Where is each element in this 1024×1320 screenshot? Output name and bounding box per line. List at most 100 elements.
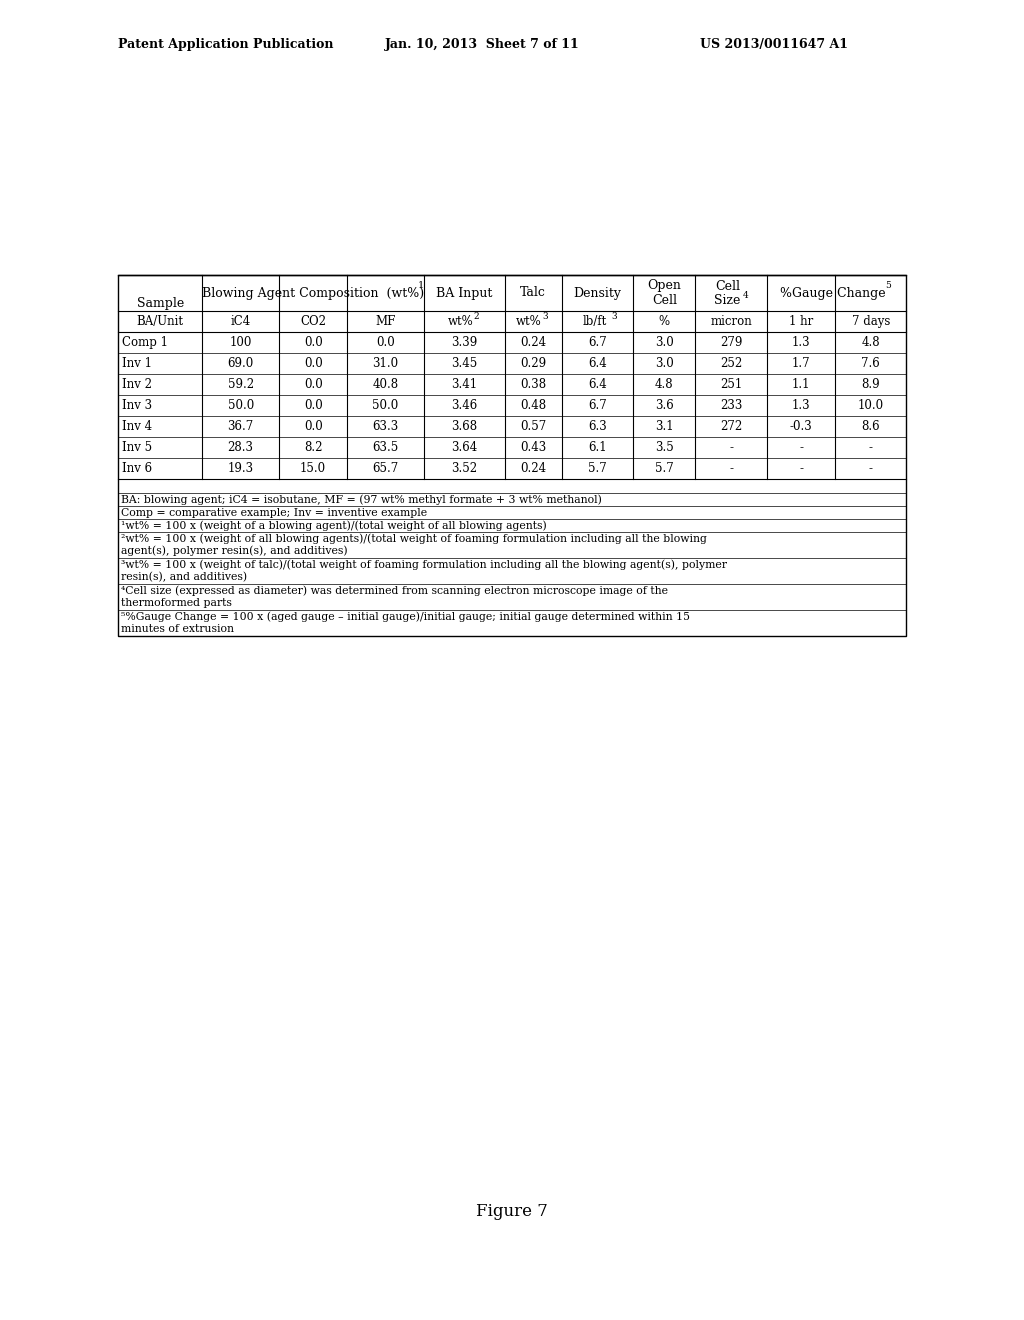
Text: Inv 6: Inv 6 (122, 462, 153, 475)
Text: 0.0: 0.0 (304, 337, 323, 348)
Text: 50.0: 50.0 (373, 399, 398, 412)
Text: 31.0: 31.0 (373, 356, 398, 370)
Text: 0.57: 0.57 (520, 420, 546, 433)
Text: -: - (800, 441, 803, 454)
Text: -0.3: -0.3 (790, 420, 813, 433)
Text: Patent Application Publication: Patent Application Publication (118, 38, 334, 51)
Text: 3.1: 3.1 (655, 420, 674, 433)
Text: Talc: Talc (520, 286, 546, 300)
Text: Inv 1: Inv 1 (122, 356, 152, 370)
Text: 3.41: 3.41 (452, 378, 477, 391)
Text: 6.7: 6.7 (588, 337, 607, 348)
Text: Figure 7: Figure 7 (476, 1204, 548, 1221)
Text: 63.3: 63.3 (373, 420, 398, 433)
Text: 8.2: 8.2 (304, 441, 323, 454)
Text: 40.8: 40.8 (373, 378, 398, 391)
Text: 69.0: 69.0 (227, 356, 254, 370)
Text: 0.29: 0.29 (520, 356, 546, 370)
Text: 3.0: 3.0 (655, 356, 674, 370)
Text: 8.9: 8.9 (861, 378, 880, 391)
Text: 65.7: 65.7 (373, 462, 398, 475)
Text: Comp 1: Comp 1 (122, 337, 168, 348)
Text: 6.4: 6.4 (588, 378, 607, 391)
Text: 0.0: 0.0 (304, 356, 323, 370)
Text: 6.1: 6.1 (588, 441, 607, 454)
Text: Inv 3: Inv 3 (122, 399, 153, 412)
Text: Cell: Cell (652, 293, 677, 306)
Text: 1.1: 1.1 (792, 378, 811, 391)
Text: 3: 3 (543, 312, 548, 321)
Text: 0.0: 0.0 (304, 420, 323, 433)
Text: micron: micron (711, 315, 753, 327)
Text: 0.0: 0.0 (304, 378, 323, 391)
Text: 2: 2 (473, 312, 479, 321)
Text: 6.3: 6.3 (588, 420, 607, 433)
Text: 0.24: 0.24 (520, 462, 546, 475)
Text: 6.7: 6.7 (588, 399, 607, 412)
Text: ¹wt% = 100 x (weight of a blowing agent)/(total weight of all blowing agents): ¹wt% = 100 x (weight of a blowing agent)… (121, 520, 547, 531)
Text: 252: 252 (720, 356, 742, 370)
Text: 28.3: 28.3 (227, 441, 254, 454)
Text: 63.5: 63.5 (373, 441, 398, 454)
Text: Cell: Cell (715, 280, 739, 293)
Text: 0.0: 0.0 (376, 337, 395, 348)
Text: 59.2: 59.2 (227, 378, 254, 391)
Text: 7 days: 7 days (852, 315, 890, 327)
Text: 50.0: 50.0 (227, 399, 254, 412)
Text: BA: blowing agent; iC4 = isobutane, MF = (97 wt% methyl formate + 3 wt% methanol: BA: blowing agent; iC4 = isobutane, MF =… (121, 495, 602, 506)
Text: BA/Unit: BA/Unit (136, 315, 183, 327)
Text: lb/ft: lb/ft (583, 315, 606, 327)
Text: Blowing Agent Composition  (wt%): Blowing Agent Composition (wt%) (202, 286, 424, 300)
Text: 0.48: 0.48 (520, 399, 546, 412)
Text: -: - (868, 441, 872, 454)
Text: %: % (658, 315, 670, 327)
Text: 3.6: 3.6 (655, 399, 674, 412)
Text: Size: Size (714, 293, 740, 306)
Text: 5.7: 5.7 (588, 462, 607, 475)
Text: 4.8: 4.8 (655, 378, 674, 391)
Text: 1.7: 1.7 (792, 356, 811, 370)
Text: 8.6: 8.6 (861, 420, 880, 433)
Text: 3.46: 3.46 (452, 399, 477, 412)
Text: 5.7: 5.7 (655, 462, 674, 475)
Text: 233: 233 (720, 399, 742, 412)
Text: %Gauge Change: %Gauge Change (780, 286, 886, 300)
Text: 5: 5 (886, 281, 892, 290)
Text: Open: Open (647, 280, 681, 293)
Text: 15.0: 15.0 (300, 462, 327, 475)
Text: 4: 4 (742, 290, 749, 300)
Text: -: - (729, 441, 733, 454)
Text: 7.6: 7.6 (861, 356, 880, 370)
Text: 3: 3 (611, 312, 617, 321)
Text: 3.5: 3.5 (655, 441, 674, 454)
Text: US 2013/0011647 A1: US 2013/0011647 A1 (700, 38, 848, 51)
Text: 251: 251 (720, 378, 742, 391)
Text: wt%: wt% (516, 315, 542, 327)
Text: iC4: iC4 (230, 315, 251, 327)
Text: ³wt% = 100 x (weight of talc)/(total weight of foaming formulation including all: ³wt% = 100 x (weight of talc)/(total wei… (121, 560, 727, 582)
Text: 0.43: 0.43 (520, 441, 546, 454)
Text: wt%: wt% (447, 315, 473, 327)
Text: 0.38: 0.38 (520, 378, 546, 391)
Text: 10.0: 10.0 (858, 399, 884, 412)
Text: MF: MF (376, 315, 396, 327)
Text: 3.45: 3.45 (452, 356, 477, 370)
Text: 1.3: 1.3 (792, 399, 811, 412)
Text: 3.64: 3.64 (452, 441, 477, 454)
Bar (118, 275, 906, 636)
Text: Inv 2: Inv 2 (122, 378, 152, 391)
Text: 0.0: 0.0 (304, 399, 323, 412)
Text: ⁴Cell size (expressed as diameter) was determined from scanning electron microsc: ⁴Cell size (expressed as diameter) was d… (121, 586, 668, 607)
Text: 100: 100 (229, 337, 252, 348)
Text: Density: Density (573, 286, 622, 300)
Text: -: - (868, 462, 872, 475)
Text: 3.52: 3.52 (452, 462, 477, 475)
Text: -: - (800, 462, 803, 475)
Text: 3.0: 3.0 (655, 337, 674, 348)
Text: 1: 1 (418, 281, 424, 290)
Text: BA Input: BA Input (436, 286, 493, 300)
Text: 1 hr: 1 hr (790, 315, 813, 327)
Text: Inv 5: Inv 5 (122, 441, 153, 454)
Text: Jan. 10, 2013  Sheet 7 of 11: Jan. 10, 2013 Sheet 7 of 11 (385, 38, 580, 51)
Text: 3.68: 3.68 (452, 420, 477, 433)
